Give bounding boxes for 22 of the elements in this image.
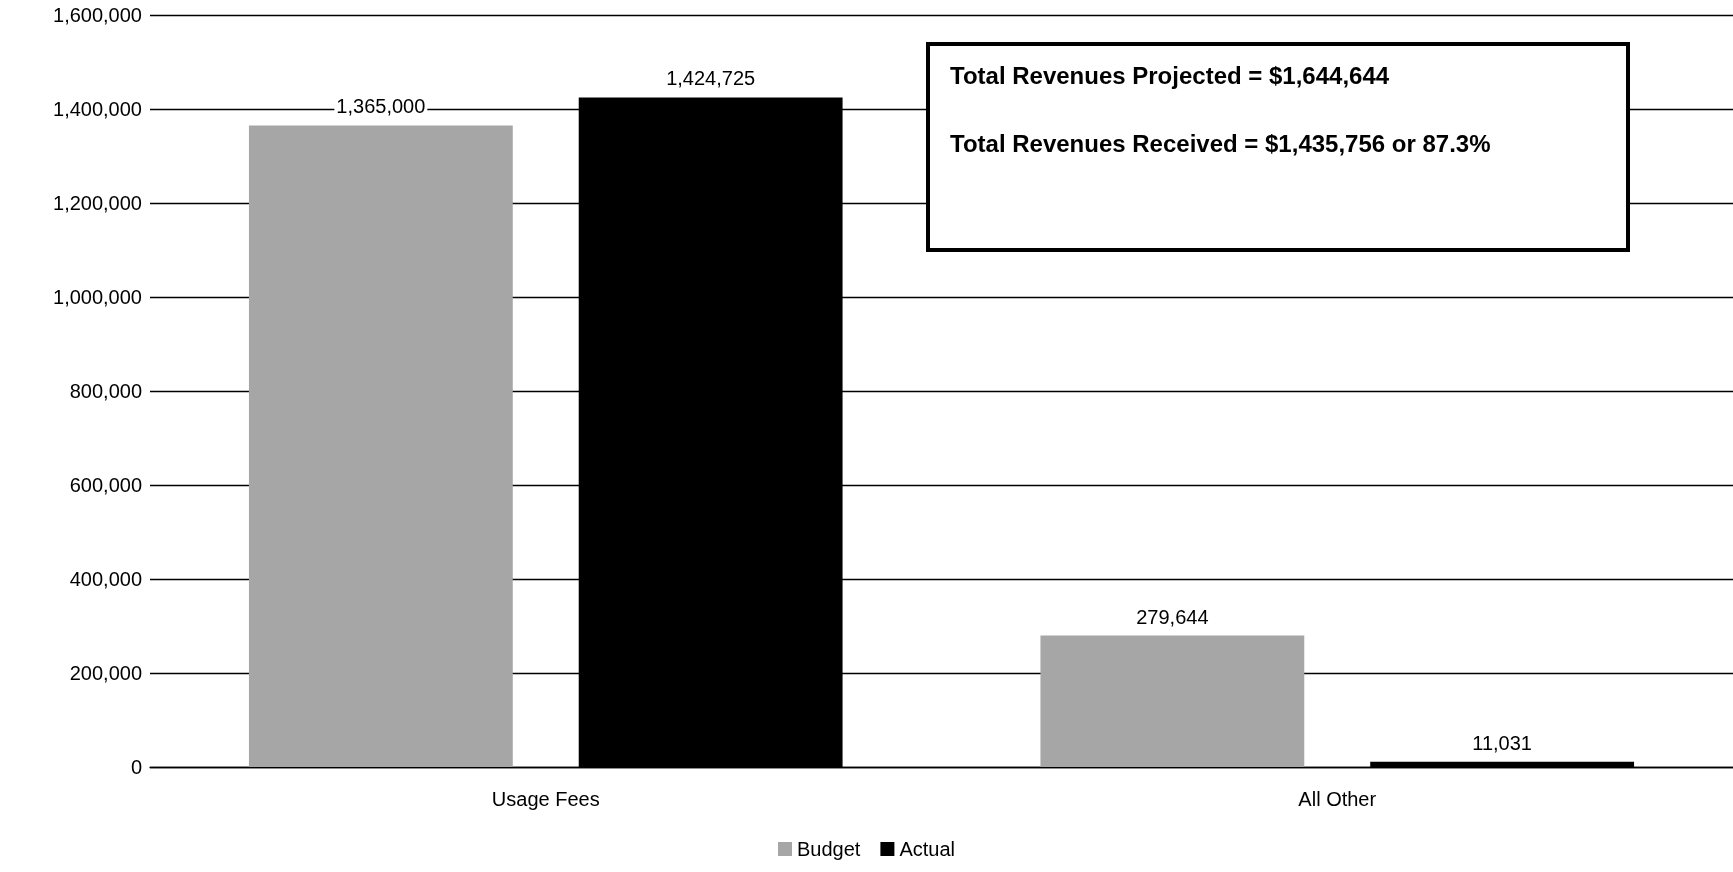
y-tick-label: 400,000 — [69, 568, 142, 590]
data-label: 11,031 — [1472, 731, 1532, 754]
legend-label: Actual — [899, 838, 955, 860]
y-tick-label: 200,000 — [69, 662, 142, 684]
note-box: Total Revenues Projected = $1,644,644 Total Revenues Received = $1,435,756 or 87.3% — [926, 42, 1630, 252]
x-tick-label: Usage Fees — [491, 788, 600, 810]
y-tick-label: 1,200,000 — [53, 192, 142, 214]
y-tick-label: 0 — [130, 756, 142, 778]
data-label: 279,644 — [1136, 605, 1209, 628]
y-tick-label: 1,600,000 — [53, 4, 142, 26]
annotation: Total Revenues Projected = $1,644,644 — [950, 62, 1391, 90]
x-tick-label: All Other — [1298, 788, 1377, 810]
y-tick-label: 800,000 — [69, 380, 142, 402]
bar — [248, 125, 513, 767]
annotation: Total Revenues Received = $1,435,756 or 87.3% — [950, 130, 1492, 158]
data-label: 1,365,000 — [336, 95, 426, 118]
legend-label: Budget — [797, 838, 861, 860]
y-tick-label: 1,000,000 — [53, 286, 142, 308]
y-tick-label: 600,000 — [69, 474, 142, 496]
data-label: 1,424,725 — [666, 67, 756, 90]
y-tick-label: 1,400,000 — [53, 98, 142, 120]
bar — [1040, 635, 1305, 767]
